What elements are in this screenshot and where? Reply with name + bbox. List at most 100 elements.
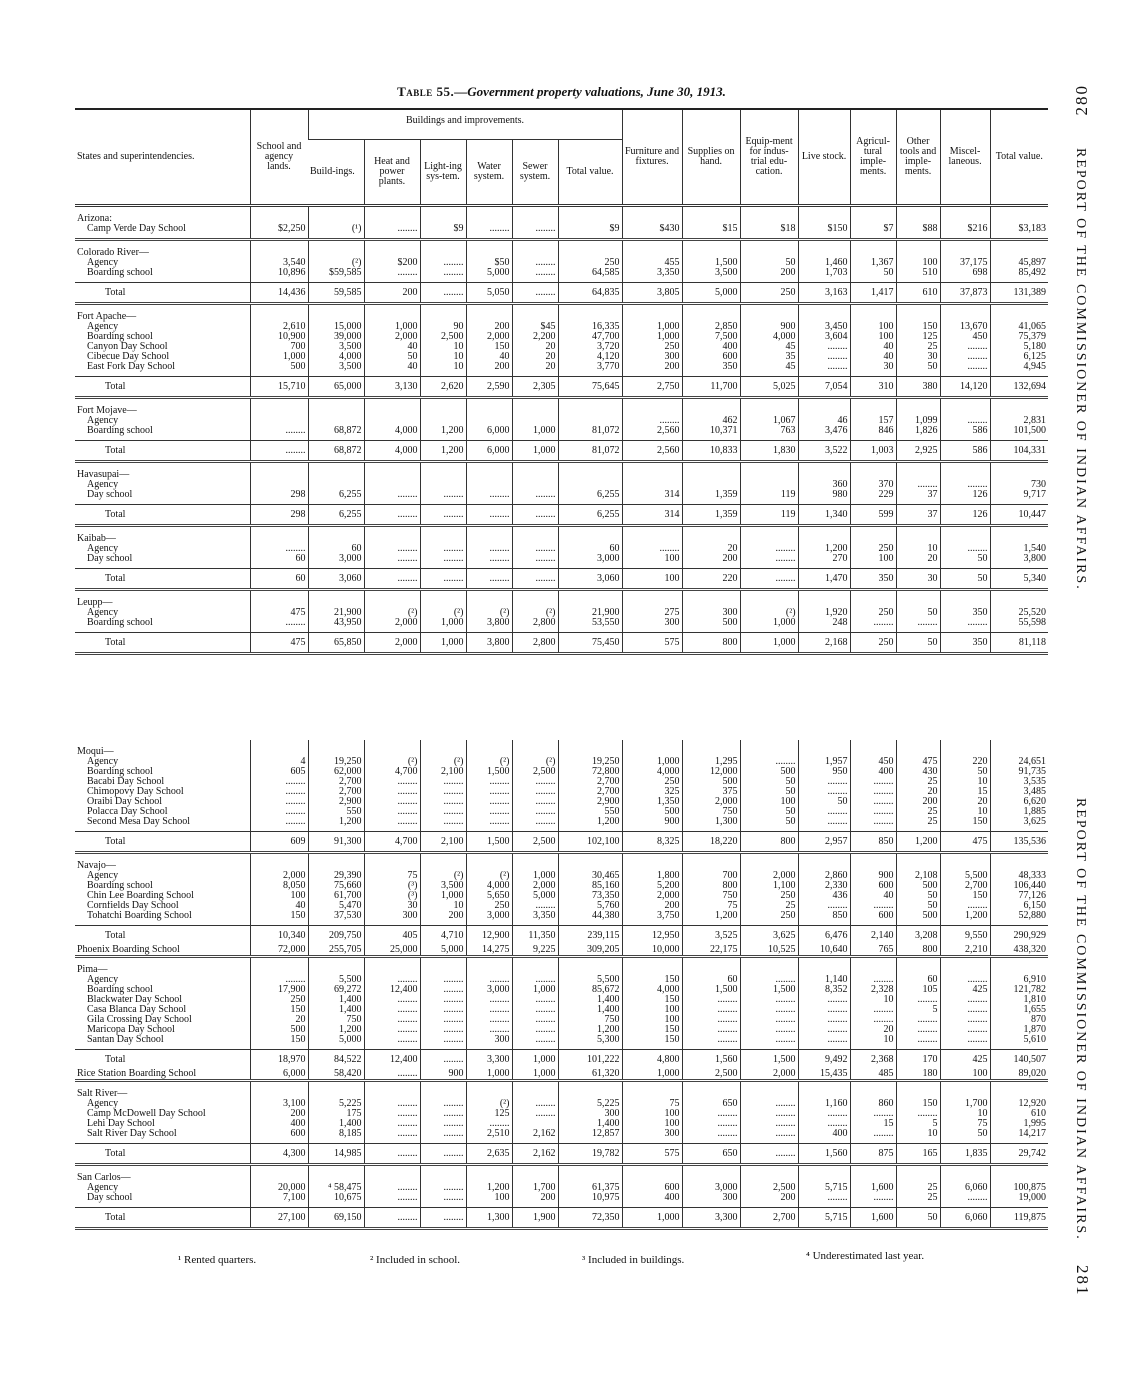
value-cell: 6,000	[465, 439, 512, 461]
value-cell	[849, 461, 897, 480]
value-cell: 400	[849, 767, 896, 777]
value-cell: ........	[419, 797, 466, 807]
value-cell: 10,447	[989, 503, 1049, 525]
row-label: Leupp—	[77, 596, 113, 608]
value-cell	[557, 956, 622, 975]
value-cell: 58,420	[307, 1069, 364, 1081]
value-cell: ........	[465, 787, 512, 797]
value-cell: 85,672	[557, 985, 622, 995]
value-cell: ........	[939, 1015, 990, 1025]
value-cell: 15,435	[797, 1069, 850, 1081]
value-cell: 2,368	[849, 1049, 896, 1069]
value-cell: ........	[511, 503, 558, 525]
table-row: Leupp—	[75, 589, 1049, 608]
value-cell: 1,885	[989, 807, 1048, 817]
value-cell: 309,205	[557, 945, 622, 957]
value-cell: ........	[511, 257, 558, 268]
value-cell: 300	[621, 617, 683, 632]
value-cell: 24,651	[989, 757, 1048, 767]
value-cell	[989, 525, 1049, 544]
value-cell: 1,359	[681, 503, 741, 525]
value-cell: 2,500	[511, 767, 558, 777]
value-cell	[249, 589, 308, 608]
value-cell: 30,465	[557, 871, 622, 881]
value-cell: 30	[849, 361, 897, 376]
value-cell: 400	[249, 1119, 308, 1129]
value-cell: 1,560	[681, 1049, 740, 1069]
value-cell	[939, 205, 991, 224]
value-cell: 3,540	[249, 257, 308, 268]
value-cell: 1,500	[465, 831, 512, 853]
value-cell	[681, 461, 741, 480]
value-cell: 37	[895, 503, 941, 525]
value-cell: 20,000	[249, 1183, 308, 1193]
value-cell: 5	[895, 1119, 940, 1129]
value-cell: 150	[621, 1025, 682, 1035]
value-cell: 13,670	[939, 321, 991, 332]
row-label: Day school	[87, 1193, 133, 1203]
value-cell: 4,700	[363, 767, 420, 777]
table-number: Table 55.	[397, 84, 455, 99]
value-cell: 3,450	[797, 321, 851, 332]
value-cell: ........	[249, 439, 308, 461]
row-label: Day school	[87, 553, 133, 564]
row-label: Total	[75, 375, 250, 397]
value-cell: 1,000	[511, 425, 558, 440]
value-cell: 3,000	[465, 911, 512, 926]
value-cell: 2,100	[419, 831, 466, 853]
row-label: Boarding school	[87, 267, 153, 278]
running-head-top: REPORT OF THE COMMISSIONER OF INDIAN AFF…	[1073, 148, 1088, 591]
value-cell: 875	[849, 1143, 896, 1165]
value-cell: ........	[849, 1015, 896, 1025]
value-cell: ........	[681, 1035, 740, 1050]
value-cell: (²)	[363, 757, 420, 767]
value-cell: 1,300	[465, 1207, 512, 1229]
table-row: Navajo—	[75, 852, 1048, 871]
row-label: Havasupai—	[77, 468, 130, 480]
row-label: Total	[75, 925, 250, 945]
value-cell: ........	[465, 503, 512, 525]
value-cell: 3,350	[621, 267, 683, 282]
value-cell: 75,660	[307, 881, 364, 891]
value-cell	[989, 1080, 1048, 1099]
value-cell: 450	[849, 757, 896, 767]
value-cell: 1,703	[797, 267, 851, 282]
value-cell: ........	[511, 553, 558, 568]
table-row: Bacabi Day School........ 2,700..........…	[75, 777, 1048, 787]
value-cell: 3,485	[989, 787, 1048, 797]
value-cell: 475	[249, 607, 308, 618]
value-cell: (³)	[363, 891, 420, 901]
value-cell: 5,715	[797, 1183, 850, 1193]
value-cell: ........	[363, 553, 420, 568]
total-row: Total 609 91,300 4,700 2,100 1,500 2,500 102,10…	[75, 831, 1048, 853]
table-row: Agency 2,610 15,000 1,000 90 200 $45 16,335 1,00…	[75, 321, 1049, 332]
table-row: Agency 360 370................ 730	[75, 479, 1049, 490]
value-cell: 1,400	[307, 1119, 364, 1129]
value-cell: 2,000	[465, 331, 512, 342]
value-cell: 75	[621, 1099, 682, 1109]
value-cell: 15,000	[307, 321, 364, 332]
value-cell: ........	[419, 1025, 466, 1035]
value-cell: 75	[363, 871, 420, 881]
header-lands: School and agency lands.	[249, 109, 308, 205]
value-cell: 5,610	[989, 1035, 1048, 1050]
value-cell: 9,225	[511, 945, 558, 957]
value-cell: ........	[249, 817, 308, 832]
value-cell: ........	[511, 281, 558, 303]
value-cell	[307, 239, 364, 258]
value-cell: 14,217	[989, 1129, 1048, 1144]
value-cell	[465, 852, 512, 871]
table-row: Agency 2,000 29,390 75 (²) (²) 1,000 30,465 1,80…	[75, 871, 1048, 881]
table-row: Fort Apache—	[75, 303, 1049, 322]
value-cell	[849, 525, 897, 544]
header-furniture: Furniture and fixtures.	[621, 109, 683, 205]
table-row: Gila Crossing Day School 20 750...........…	[75, 1015, 1048, 1025]
value-cell: 19,250	[557, 757, 622, 767]
value-cell: 10	[849, 995, 896, 1005]
value-cell: 50	[895, 901, 940, 911]
value-cell: ........	[797, 1025, 850, 1035]
value-cell: ........	[363, 1099, 420, 1109]
value-cell: 3,500	[307, 341, 364, 352]
value-cell: 40	[363, 341, 420, 352]
value-cell	[797, 956, 850, 975]
